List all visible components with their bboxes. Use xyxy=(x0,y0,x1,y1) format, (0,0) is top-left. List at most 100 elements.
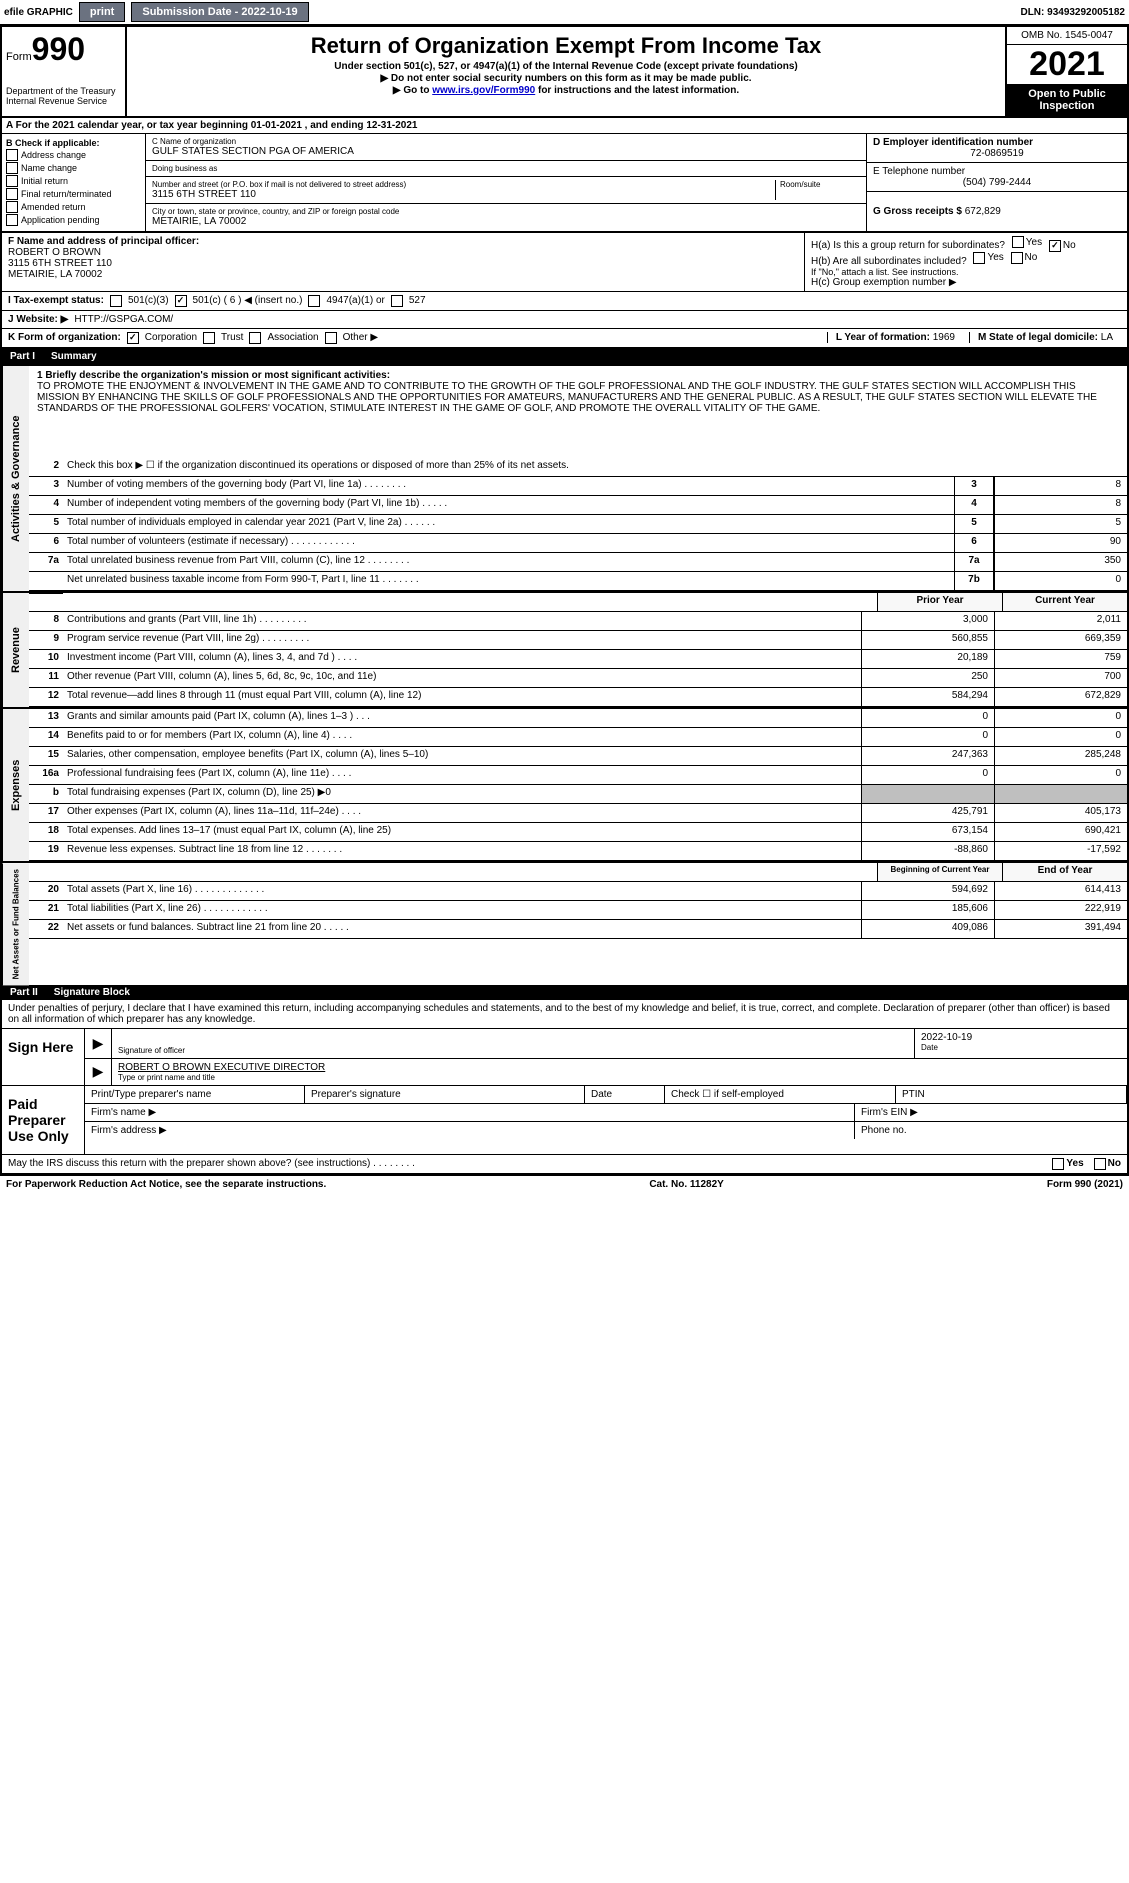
chk-assoc[interactable] xyxy=(249,332,261,344)
part2-label: Part II xyxy=(10,987,38,998)
addr-value: 3115 6TH STREET 110 xyxy=(152,189,775,200)
table-row: 5Total number of individuals employed in… xyxy=(29,515,1127,534)
subtitle-3: ▶ Go to www.irs.gov/Form990 for instruct… xyxy=(137,85,995,96)
dba-label: Doing business as xyxy=(152,164,860,173)
table-row: 10Investment income (Part VIII, column (… xyxy=(29,650,1127,669)
efile-label: efile GRAPHIC xyxy=(4,7,73,18)
mission-label: 1 Briefly describe the organization's mi… xyxy=(37,370,1119,381)
gross-receipts-label: G Gross receipts $ xyxy=(873,206,962,217)
chk-name-change[interactable] xyxy=(6,162,18,174)
firm-phone-label: Phone no. xyxy=(855,1122,1127,1139)
officer-addr2: METAIRIE, LA 70002 xyxy=(8,269,798,280)
part1-label: Part I xyxy=(10,351,35,362)
ha-yes-chk[interactable] xyxy=(1012,236,1024,248)
form-number: Form990 xyxy=(6,31,121,68)
column-b: B Check if applicable: Address change Na… xyxy=(2,134,146,231)
chk-other[interactable] xyxy=(325,332,337,344)
ha-no-label: No xyxy=(1063,240,1076,251)
revenue-section: Revenue Prior Year Current Year 8Contrib… xyxy=(2,591,1127,707)
table-row: 8Contributions and grants (Part VIII, li… xyxy=(29,612,1127,631)
side-revenue: Revenue xyxy=(2,593,29,707)
gross-receipts-value: 672,829 xyxy=(965,206,1001,217)
open-public-badge: Open to Public Inspection xyxy=(1007,84,1127,116)
table-row: Net unrelated business taxable income fr… xyxy=(29,572,1127,591)
side-netassets: Net Assets or Fund Balances xyxy=(2,863,29,985)
table-row: 16aProfessional fundraising fees (Part I… xyxy=(29,766,1127,785)
form-org-label: K Form of organization: xyxy=(8,332,121,343)
opt-corp: Corporation xyxy=(145,332,197,343)
chk-501c[interactable] xyxy=(175,295,187,307)
domicile-val: LA xyxy=(1101,332,1113,343)
chk-label-4: Amended return xyxy=(21,202,86,212)
chk-trust[interactable] xyxy=(203,332,215,344)
h-c-row: H(c) Group exemption number ▶ xyxy=(811,277,1121,288)
discuss-text: May the IRS discuss this return with the… xyxy=(8,1158,415,1169)
chk-application-pending[interactable] xyxy=(6,214,18,226)
chk-corp[interactable] xyxy=(127,332,139,344)
tax-year: 2021 xyxy=(1007,45,1127,84)
city-label: City or town, state or province, country… xyxy=(152,207,860,216)
expenses-section: Expenses 13Grants and similar amounts pa… xyxy=(2,707,1127,861)
table-row: 18Total expenses. Add lines 13–17 (must … xyxy=(29,823,1127,842)
goto-post: for instructions and the latest informat… xyxy=(535,85,739,96)
form-ref: Form 990 (2021) xyxy=(1047,1179,1123,1190)
discuss-yes-chk[interactable] xyxy=(1052,1158,1064,1170)
ha-no-chk[interactable] xyxy=(1049,240,1061,252)
part1-header: Part I Summary xyxy=(2,349,1127,364)
chk-501c3[interactable] xyxy=(110,295,122,307)
table-row: 6Total number of volunteers (estimate if… xyxy=(29,534,1127,553)
header-block-grid: B Check if applicable: Address change Na… xyxy=(2,134,1127,233)
goto-pre: ▶ Go to xyxy=(393,85,432,96)
table-row: 15Salaries, other compensation, employee… xyxy=(29,747,1127,766)
ein-value: 72-0869519 xyxy=(873,148,1121,159)
table-row: 11Other revenue (Part VIII, column (A), … xyxy=(29,669,1127,688)
table-row: 21Total liabilities (Part X, line 26) . … xyxy=(29,901,1127,920)
form-header: Form990 Department of the Treasury Inter… xyxy=(2,27,1127,118)
website-link[interactable]: HTTP://GSPGA.COM/ xyxy=(74,314,173,325)
paid-h4: Check ☐ if self-employed xyxy=(665,1086,896,1104)
hb-yes-chk[interactable] xyxy=(973,252,985,264)
dept-label: Department of the Treasury xyxy=(6,86,121,96)
chk-label-0: Address change xyxy=(21,150,86,160)
sign-here-label: Sign Here xyxy=(2,1029,85,1085)
table-row: 12Total revenue—add lines 8 through 11 (… xyxy=(29,688,1127,707)
chk-address-change[interactable] xyxy=(6,149,18,161)
firm-name-label: Firm's name ▶ xyxy=(85,1104,855,1121)
prior-year-hdr: Prior Year xyxy=(877,593,1002,611)
chk-4947[interactable] xyxy=(308,295,320,307)
chk-final-return[interactable] xyxy=(6,188,18,200)
row-fh: F Name and address of principal officer:… xyxy=(2,233,1127,292)
hb-no-chk[interactable] xyxy=(1011,252,1023,264)
form990-link[interactable]: www.irs.gov/Form990 xyxy=(432,85,535,96)
sig-officer-label: Signature of officer xyxy=(118,1046,908,1055)
chk-initial-return[interactable] xyxy=(6,175,18,187)
discuss-row: May the IRS discuss this return with the… xyxy=(2,1155,1127,1174)
discuss-yes: Yes xyxy=(1066,1158,1083,1169)
firm-ein-label: Firm's EIN ▶ xyxy=(855,1104,1127,1121)
page-footer: For Paperwork Reduction Act Notice, see … xyxy=(0,1176,1129,1193)
opt-501c: 501(c) ( 6 ) ◀ (insert no.) xyxy=(193,295,303,306)
org-name: GULF STATES SECTION PGA OF AMERICA xyxy=(152,146,860,157)
submission-date-button[interactable]: Submission Date - 2022-10-19 xyxy=(131,2,308,22)
sig-name: ROBERT O BROWN EXECUTIVE DIRECTOR xyxy=(118,1062,1121,1073)
column-c: C Name of organization GULF STATES SECTI… xyxy=(146,134,866,231)
paid-preparer-block: Paid Preparer Use Only Print/Type prepar… xyxy=(2,1086,1127,1155)
table-row: bTotal fundraising expenses (Part IX, co… xyxy=(29,785,1127,804)
h-a-label: H(a) Is this a group return for subordin… xyxy=(811,240,1005,251)
chk-527[interactable] xyxy=(391,295,403,307)
officer-name: ROBERT O BROWN xyxy=(8,247,798,258)
part2-header: Part II Signature Block xyxy=(2,985,1127,1000)
begin-year-hdr: Beginning of Current Year xyxy=(877,863,1002,881)
end-year-hdr: End of Year xyxy=(1002,863,1127,881)
chk-amended-return[interactable] xyxy=(6,201,18,213)
discuss-no-chk[interactable] xyxy=(1094,1158,1106,1170)
form-container: Form990 Department of the Treasury Inter… xyxy=(0,25,1129,1176)
h-a-row: H(a) Is this a group return for subordin… xyxy=(811,236,1121,252)
h-b-note: If "No," attach a list. See instructions… xyxy=(811,267,1121,277)
sig-date-val: 2022-10-19 xyxy=(921,1032,1121,1043)
row-i: I Tax-exempt status: 501(c)(3) 501(c) ( … xyxy=(2,292,1127,311)
print-button[interactable]: print xyxy=(79,2,125,22)
hb-yes-label: Yes xyxy=(987,252,1003,263)
firm-addr-label: Firm's address ▶ xyxy=(85,1122,855,1139)
h-b-label: H(b) Are all subordinates included? xyxy=(811,256,967,267)
